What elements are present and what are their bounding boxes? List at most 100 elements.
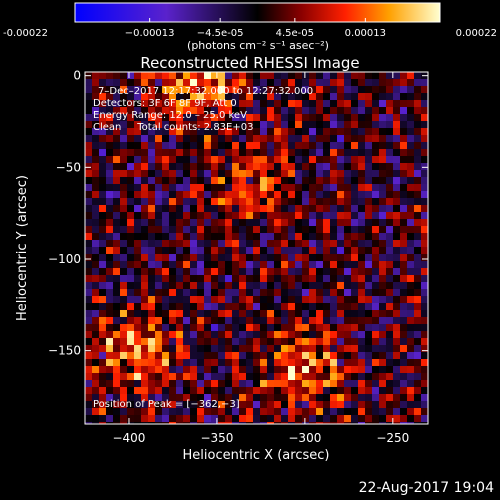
heatmap-cell <box>106 142 113 149</box>
heatmap-cell <box>393 345 400 352</box>
heatmap-cell <box>218 345 225 352</box>
heatmap-cell <box>232 345 239 352</box>
heatmap-cell <box>176 247 183 254</box>
heatmap-cell <box>386 352 393 359</box>
heatmap-cell <box>106 310 113 317</box>
heatmap-cell <box>295 338 302 345</box>
heatmap-cell <box>337 86 344 93</box>
heatmap-cell <box>344 72 351 79</box>
heatmap-cell <box>365 212 372 219</box>
heatmap-cell <box>85 408 92 415</box>
heatmap-cell <box>260 191 267 198</box>
heatmap-cell <box>260 177 267 184</box>
heatmap-cell <box>337 177 344 184</box>
heatmap-cell <box>330 121 337 128</box>
heatmap-cell <box>421 142 428 149</box>
heatmap-cell <box>302 163 309 170</box>
heatmap-cell <box>281 352 288 359</box>
heatmap-cell <box>386 107 393 114</box>
heatmap-cell <box>204 156 211 163</box>
heatmap-cell <box>225 247 232 254</box>
heatmap-cell <box>358 415 365 422</box>
heatmap-cell <box>176 170 183 177</box>
heatmap-cell <box>274 121 281 128</box>
heatmap-cell <box>190 177 197 184</box>
heatmap-cell <box>309 107 316 114</box>
heatmap-cell <box>351 422 358 424</box>
heatmap-cell <box>330 408 337 415</box>
heatmap-cell <box>120 212 127 219</box>
heatmap-cell <box>134 254 141 261</box>
heatmap-cell <box>372 191 379 198</box>
heatmap-cell <box>414 177 421 184</box>
heatmap-cell <box>414 331 421 338</box>
heatmap-cell <box>309 408 316 415</box>
heatmap-cell <box>162 240 169 247</box>
heatmap-cell <box>393 275 400 282</box>
heatmap-cell <box>267 79 274 86</box>
heatmap-cell <box>92 401 99 408</box>
heatmap-cell <box>211 422 218 424</box>
heatmap-cell <box>218 331 225 338</box>
heatmap-cell <box>141 226 148 233</box>
heatmap-cell <box>309 135 316 142</box>
heatmap-cell <box>183 331 190 338</box>
heatmap-cell <box>211 191 218 198</box>
heatmap-cell <box>400 366 407 373</box>
heatmap-cell <box>197 408 204 415</box>
heatmap-cell <box>365 380 372 387</box>
heatmap-cell <box>169 345 176 352</box>
heatmap-cell <box>365 219 372 226</box>
heatmap-cell <box>358 184 365 191</box>
heatmap-cell <box>197 177 204 184</box>
heatmap-cell <box>169 142 176 149</box>
heatmap-cell <box>295 163 302 170</box>
heatmap-cell <box>379 261 386 268</box>
heatmap-cell <box>330 219 337 226</box>
heatmap-cell <box>113 121 120 128</box>
heatmap-cell <box>197 422 204 424</box>
heatmap-cell <box>309 170 316 177</box>
heatmap-cell <box>295 135 302 142</box>
heatmap-cell <box>407 317 414 324</box>
heatmap-cell <box>281 107 288 114</box>
heatmap-cell <box>323 177 330 184</box>
heatmap-cell <box>99 226 106 233</box>
heatmap-cell <box>120 163 127 170</box>
heatmap-cell <box>120 380 127 387</box>
heatmap-cell <box>281 303 288 310</box>
heatmap-cell <box>232 86 239 93</box>
heatmap-cell <box>358 394 365 401</box>
heatmap-cell <box>127 205 134 212</box>
heatmap-cell <box>365 135 372 142</box>
heatmap-cell <box>127 331 134 338</box>
heatmap-cell <box>302 275 309 282</box>
heatmap-cell <box>295 289 302 296</box>
heatmap-cell <box>288 303 295 310</box>
heatmap-cell <box>260 114 267 121</box>
heatmap-cell <box>113 219 120 226</box>
heatmap-cell <box>393 331 400 338</box>
heatmap-cell <box>183 93 190 100</box>
heatmap-cell <box>267 156 274 163</box>
heatmap-cell <box>407 170 414 177</box>
heatmap-cell <box>246 310 253 317</box>
heatmap-cell <box>337 380 344 387</box>
heatmap-cell <box>365 226 372 233</box>
heatmap-cell <box>344 296 351 303</box>
heatmap-cell <box>274 338 281 345</box>
heatmap-cell <box>211 72 218 79</box>
heatmap-cell <box>407 261 414 268</box>
heatmap-cell <box>260 107 267 114</box>
heatmap-cell <box>169 324 176 331</box>
heatmap-cell <box>204 135 211 142</box>
heatmap-cell <box>372 331 379 338</box>
heatmap-cell <box>246 359 253 366</box>
heatmap-cell <box>365 296 372 303</box>
heatmap-cell <box>106 373 113 380</box>
heatmap-cell <box>267 380 274 387</box>
heatmap-cell <box>148 86 155 93</box>
heatmap-cell <box>253 163 260 170</box>
heatmap-cell <box>421 240 428 247</box>
heatmap-cell <box>120 149 127 156</box>
